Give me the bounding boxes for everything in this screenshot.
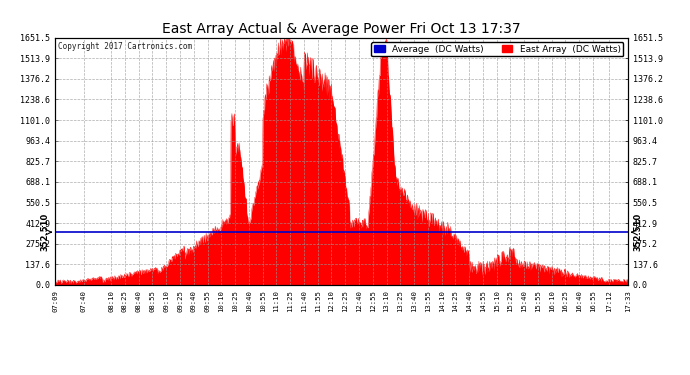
Title: East Array Actual & Average Power Fri Oct 13 17:37: East Array Actual & Average Power Fri Oc… — [162, 22, 521, 36]
Text: Copyright 2017 Cartronics.com: Copyright 2017 Cartronics.com — [58, 42, 193, 51]
Text: 352.510: 352.510 — [633, 213, 642, 251]
Legend: Average  (DC Watts), East Array  (DC Watts): Average (DC Watts), East Array (DC Watts… — [371, 42, 623, 56]
Text: 352.510: 352.510 — [41, 213, 50, 251]
